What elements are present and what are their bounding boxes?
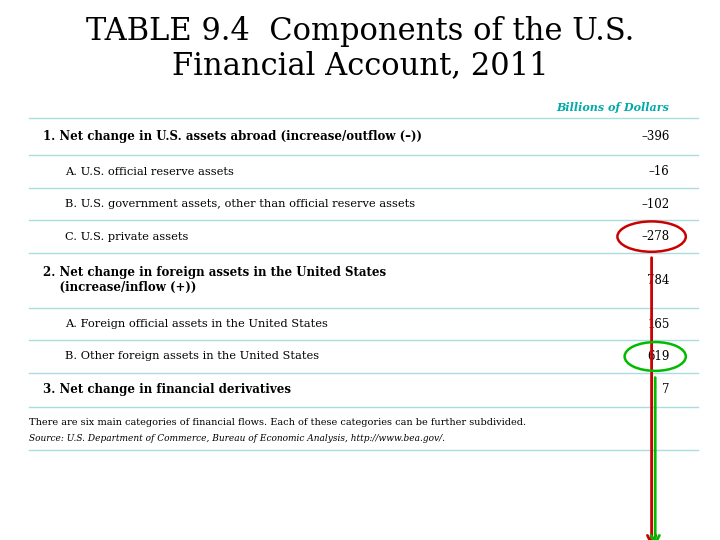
Text: –16: –16 bbox=[649, 165, 670, 178]
Text: Financial Account, 2011: Financial Account, 2011 bbox=[171, 50, 549, 80]
Text: 2. Net change in foreign assets in the United States
    (increase/inflow (+)): 2. Net change in foreign assets in the U… bbox=[43, 266, 387, 294]
Text: Source: U.S. Department of Commerce, Bureau of Economic Analysis, http://www.bea: Source: U.S. Department of Commerce, Bur… bbox=[29, 434, 445, 443]
Text: There are six main categories of financial flows. Each of these categories can b: There are six main categories of financi… bbox=[29, 418, 526, 427]
Text: 7: 7 bbox=[662, 383, 670, 396]
Text: B. Other foreign assets in the United States: B. Other foreign assets in the United St… bbox=[65, 352, 319, 361]
Text: –396: –396 bbox=[642, 130, 670, 143]
Text: 1. Net change in U.S. assets abroad (increase/outflow (–)): 1. Net change in U.S. assets abroad (inc… bbox=[43, 130, 422, 143]
Text: A. U.S. official reserve assets: A. U.S. official reserve assets bbox=[65, 167, 234, 177]
Text: –278: –278 bbox=[642, 230, 670, 243]
Text: –102: –102 bbox=[642, 198, 670, 211]
Text: B. U.S. government assets, other than official reserve assets: B. U.S. government assets, other than of… bbox=[65, 199, 415, 209]
Text: 784: 784 bbox=[647, 274, 670, 287]
Text: A. Foreign official assets in the United States: A. Foreign official assets in the United… bbox=[65, 319, 328, 329]
Text: C. U.S. private assets: C. U.S. private assets bbox=[65, 232, 188, 241]
Text: 165: 165 bbox=[647, 318, 670, 330]
Text: 619: 619 bbox=[647, 350, 670, 363]
Text: Billions of Dollars: Billions of Dollars bbox=[557, 102, 670, 113]
Text: TABLE 9.4  Components of the U.S.: TABLE 9.4 Components of the U.S. bbox=[86, 16, 634, 46]
Text: 3. Net change in financial derivatives: 3. Net change in financial derivatives bbox=[43, 383, 291, 396]
